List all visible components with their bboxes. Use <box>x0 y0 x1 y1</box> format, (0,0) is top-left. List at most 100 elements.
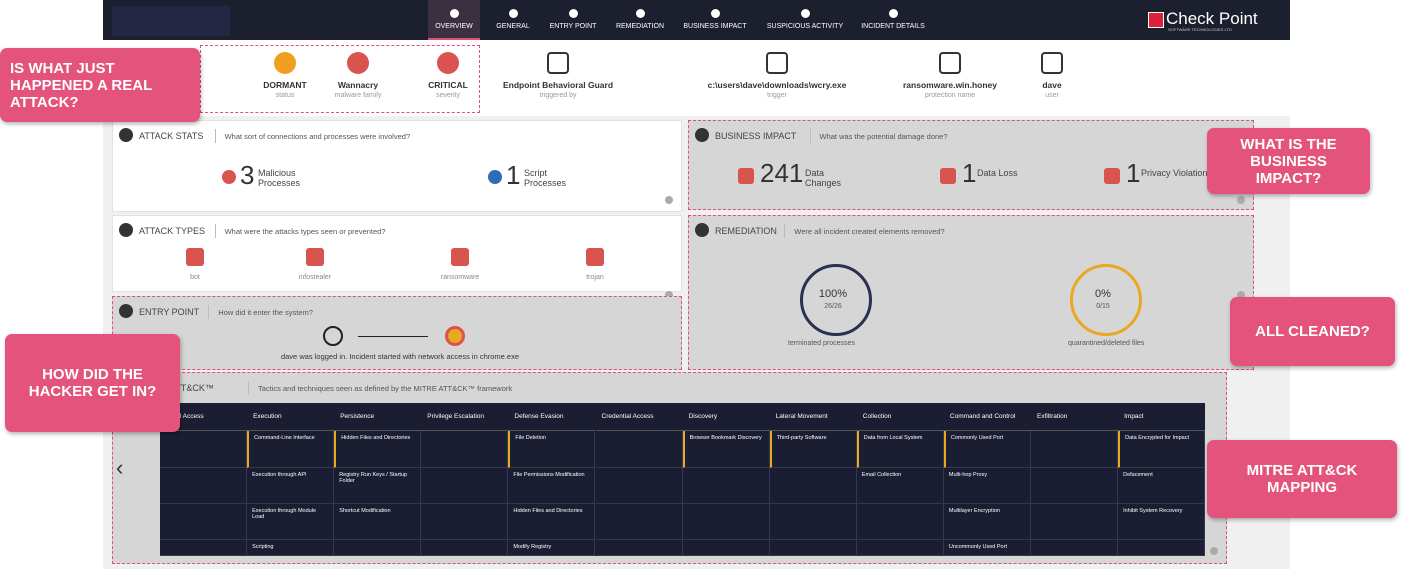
mitre-header: Privilege Escalation <box>421 403 509 431</box>
gauge-percent: 0% <box>1095 288 1111 300</box>
chevron-left[interactable]: ‹ <box>116 455 124 480</box>
mitre-header: Initial Access <box>160 403 248 431</box>
nav-icon <box>888 9 898 18</box>
divider <box>214 224 216 238</box>
mitre-header: Credential Access <box>595 403 683 431</box>
stat-value: 3 <box>240 160 255 190</box>
divider <box>214 129 216 143</box>
mitre-cell <box>769 468 857 504</box>
mitre-cell <box>682 540 770 556</box>
mitre-cell <box>1031 468 1119 504</box>
mitre-subtitle: Tactics and techniques seen as defined b… <box>258 384 513 393</box>
mitre-cell: Registry Run Keys / Startup Folder <box>334 468 422 504</box>
summary-value: Endpoint Behavioral Guard <box>502 80 614 90</box>
nav-label: ENTRY POINT <box>549 23 597 30</box>
expand-icon[interactable] <box>1237 196 1245 204</box>
chrome-icon <box>445 326 465 346</box>
mitre-cell <box>421 540 509 556</box>
mitre-cell: Commonly Used Port <box>943 431 1031 468</box>
expand-icon[interactable] <box>665 291 673 299</box>
attack-stats-panel <box>112 120 682 212</box>
panel-icon <box>119 304 133 318</box>
mitre-cell: Defacement <box>1118 468 1206 504</box>
expand-icon[interactable] <box>1237 291 1245 299</box>
panel-icon <box>695 223 709 237</box>
nav-item[interactable]: OVERVIEW <box>428 0 480 40</box>
summary-label: status <box>275 92 295 99</box>
mitre-cell <box>682 468 770 504</box>
nav-item[interactable]: REMEDIATION <box>610 0 670 40</box>
nav-bar <box>103 0 1290 40</box>
summary-value: c:\users\dave\downloads\wcry.exe <box>707 80 847 90</box>
gauge-fraction: 26/26 <box>824 303 842 310</box>
summary-label: triggered by <box>539 92 577 99</box>
mitre-cell: Hidden Files and Directories <box>334 431 422 468</box>
summary-value: DORMANT <box>263 80 307 90</box>
summary-item: Wannacry malware family <box>273 52 443 112</box>
gauge-fraction: 0/15 <box>1096 303 1110 310</box>
mitre-cell: Modify Registry <box>508 540 596 556</box>
nav-item[interactable]: GENERAL <box>490 0 536 40</box>
mitre-cell <box>160 431 248 468</box>
mitre-cell: Execution through Module Load <box>247 504 335 540</box>
mitre-cell: Hidden Files and Directories <box>508 504 596 540</box>
summary-icon <box>1041 52 1063 74</box>
summary-value: ransomware.win.honey <box>903 80 997 90</box>
mitre-header: Impact <box>1118 403 1206 431</box>
gauge-percent: 100% <box>818 288 848 300</box>
mitre-cell <box>334 540 422 556</box>
mitre-cell <box>1118 540 1206 556</box>
stat-icon <box>1104 168 1120 184</box>
summary-item: DORMANT status <box>200 52 370 112</box>
summary-icon <box>547 52 569 74</box>
stat-label: Privacy Violation <box>1141 168 1208 178</box>
summary-icon <box>939 52 961 74</box>
nav-item[interactable]: SUSPICIOUS ACTIVITY <box>760 0 850 40</box>
mitre-cell <box>595 504 683 540</box>
mitre-header: Discovery <box>682 403 770 431</box>
gauge-label: terminated processes <box>788 340 855 347</box>
panel-title: ATTACK TYPES <box>139 226 206 236</box>
stat-label: Data Changes <box>805 168 842 188</box>
summary-bar <box>103 40 1290 116</box>
panel-question: What were the attacks types seen or prev… <box>224 227 386 236</box>
nav-item[interactable]: BUSINESS IMPACT <box>676 0 754 40</box>
mitre-cell: Multilayer Encryption <box>943 504 1031 540</box>
mitre-cell <box>160 468 248 504</box>
nav-label: BUSINESS IMPACT <box>683 23 747 30</box>
stat-icon <box>738 168 754 184</box>
expand-icon[interactable] <box>1210 547 1218 555</box>
user-icon <box>323 326 343 346</box>
brand-sub: SOFTWARE TECHNOLOGIES LTD. <box>1168 27 1233 32</box>
nav-icon <box>710 9 720 18</box>
nav-icon <box>635 9 645 18</box>
summary-label: user <box>1045 92 1059 99</box>
mitre-cell <box>1031 504 1119 540</box>
mitre-cell: Command-Line Interface <box>247 431 335 468</box>
entry-description: dave was logged in. Incident started wit… <box>280 352 520 361</box>
mitre-cell <box>595 431 683 468</box>
nav-item[interactable]: ENTRY POINT <box>540 0 606 40</box>
summary-icon <box>347 52 369 74</box>
type-icon <box>586 248 604 266</box>
summary-icon <box>274 52 296 74</box>
mitre-cell <box>160 540 248 556</box>
brand-icon <box>1148 12 1164 28</box>
mitre-header: Defense Evasion <box>508 403 596 431</box>
expand-icon[interactable] <box>665 196 673 204</box>
type-label: ransomware <box>440 274 480 281</box>
panel-icon <box>695 128 709 142</box>
nav-icon <box>568 9 578 18</box>
nav-icon <box>800 9 810 18</box>
stat-value: 1 <box>506 160 521 190</box>
gauge-ring <box>800 264 872 336</box>
summary-item: CRITICAL severity <box>363 52 533 112</box>
gauge-label: quarantined/deleted files <box>1068 340 1145 347</box>
callout: HOW DID THE HACKER GET IN? <box>5 334 180 432</box>
arrow <box>358 336 428 337</box>
nav-item[interactable]: INCIDENT DETAILS <box>856 0 930 40</box>
mitre-header: Command and Control <box>943 403 1031 431</box>
summary-value: CRITICAL <box>428 80 468 90</box>
nav-label: REMEDIATION <box>615 23 665 30</box>
